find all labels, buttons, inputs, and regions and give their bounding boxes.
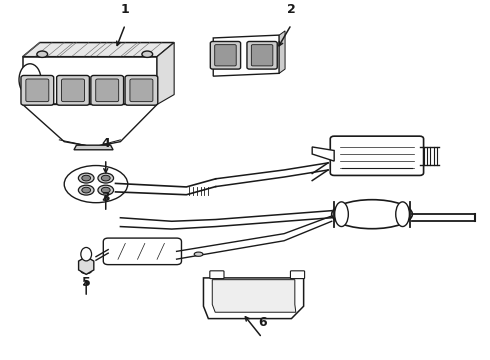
- Ellipse shape: [194, 252, 203, 256]
- Polygon shape: [78, 257, 94, 274]
- Polygon shape: [74, 145, 113, 150]
- Ellipse shape: [19, 64, 41, 96]
- Ellipse shape: [81, 247, 92, 261]
- Text: 6: 6: [258, 316, 267, 329]
- Text: 3: 3: [101, 190, 110, 203]
- FancyBboxPatch shape: [57, 76, 89, 105]
- Text: 2: 2: [287, 3, 296, 16]
- Ellipse shape: [78, 185, 94, 195]
- FancyBboxPatch shape: [210, 271, 224, 279]
- FancyBboxPatch shape: [103, 238, 181, 265]
- Polygon shape: [157, 42, 174, 104]
- Ellipse shape: [101, 175, 110, 181]
- FancyBboxPatch shape: [62, 79, 84, 102]
- FancyBboxPatch shape: [215, 45, 236, 66]
- Ellipse shape: [142, 51, 153, 57]
- FancyBboxPatch shape: [91, 76, 123, 105]
- Polygon shape: [213, 35, 279, 76]
- FancyBboxPatch shape: [247, 41, 277, 69]
- Polygon shape: [279, 31, 285, 73]
- FancyBboxPatch shape: [21, 76, 54, 105]
- Ellipse shape: [81, 268, 92, 274]
- FancyBboxPatch shape: [26, 79, 49, 102]
- Ellipse shape: [64, 166, 128, 203]
- FancyBboxPatch shape: [251, 45, 273, 66]
- Ellipse shape: [82, 175, 91, 181]
- Ellipse shape: [78, 173, 94, 183]
- Ellipse shape: [98, 185, 114, 195]
- Ellipse shape: [37, 51, 48, 57]
- FancyBboxPatch shape: [130, 79, 153, 102]
- Polygon shape: [23, 57, 157, 104]
- Polygon shape: [203, 278, 304, 319]
- Text: 1: 1: [121, 3, 130, 16]
- Ellipse shape: [335, 202, 348, 226]
- Ellipse shape: [396, 202, 410, 226]
- Ellipse shape: [98, 173, 114, 183]
- Polygon shape: [23, 42, 174, 57]
- Polygon shape: [23, 104, 157, 147]
- Text: 5: 5: [82, 275, 91, 288]
- FancyBboxPatch shape: [330, 136, 423, 175]
- Polygon shape: [212, 280, 296, 312]
- Polygon shape: [312, 147, 334, 161]
- FancyBboxPatch shape: [125, 76, 158, 105]
- FancyBboxPatch shape: [291, 271, 305, 279]
- Ellipse shape: [332, 200, 413, 229]
- Ellipse shape: [82, 187, 91, 193]
- Text: 4: 4: [101, 138, 110, 150]
- Ellipse shape: [101, 187, 110, 193]
- FancyBboxPatch shape: [96, 79, 119, 102]
- FancyBboxPatch shape: [210, 41, 241, 69]
